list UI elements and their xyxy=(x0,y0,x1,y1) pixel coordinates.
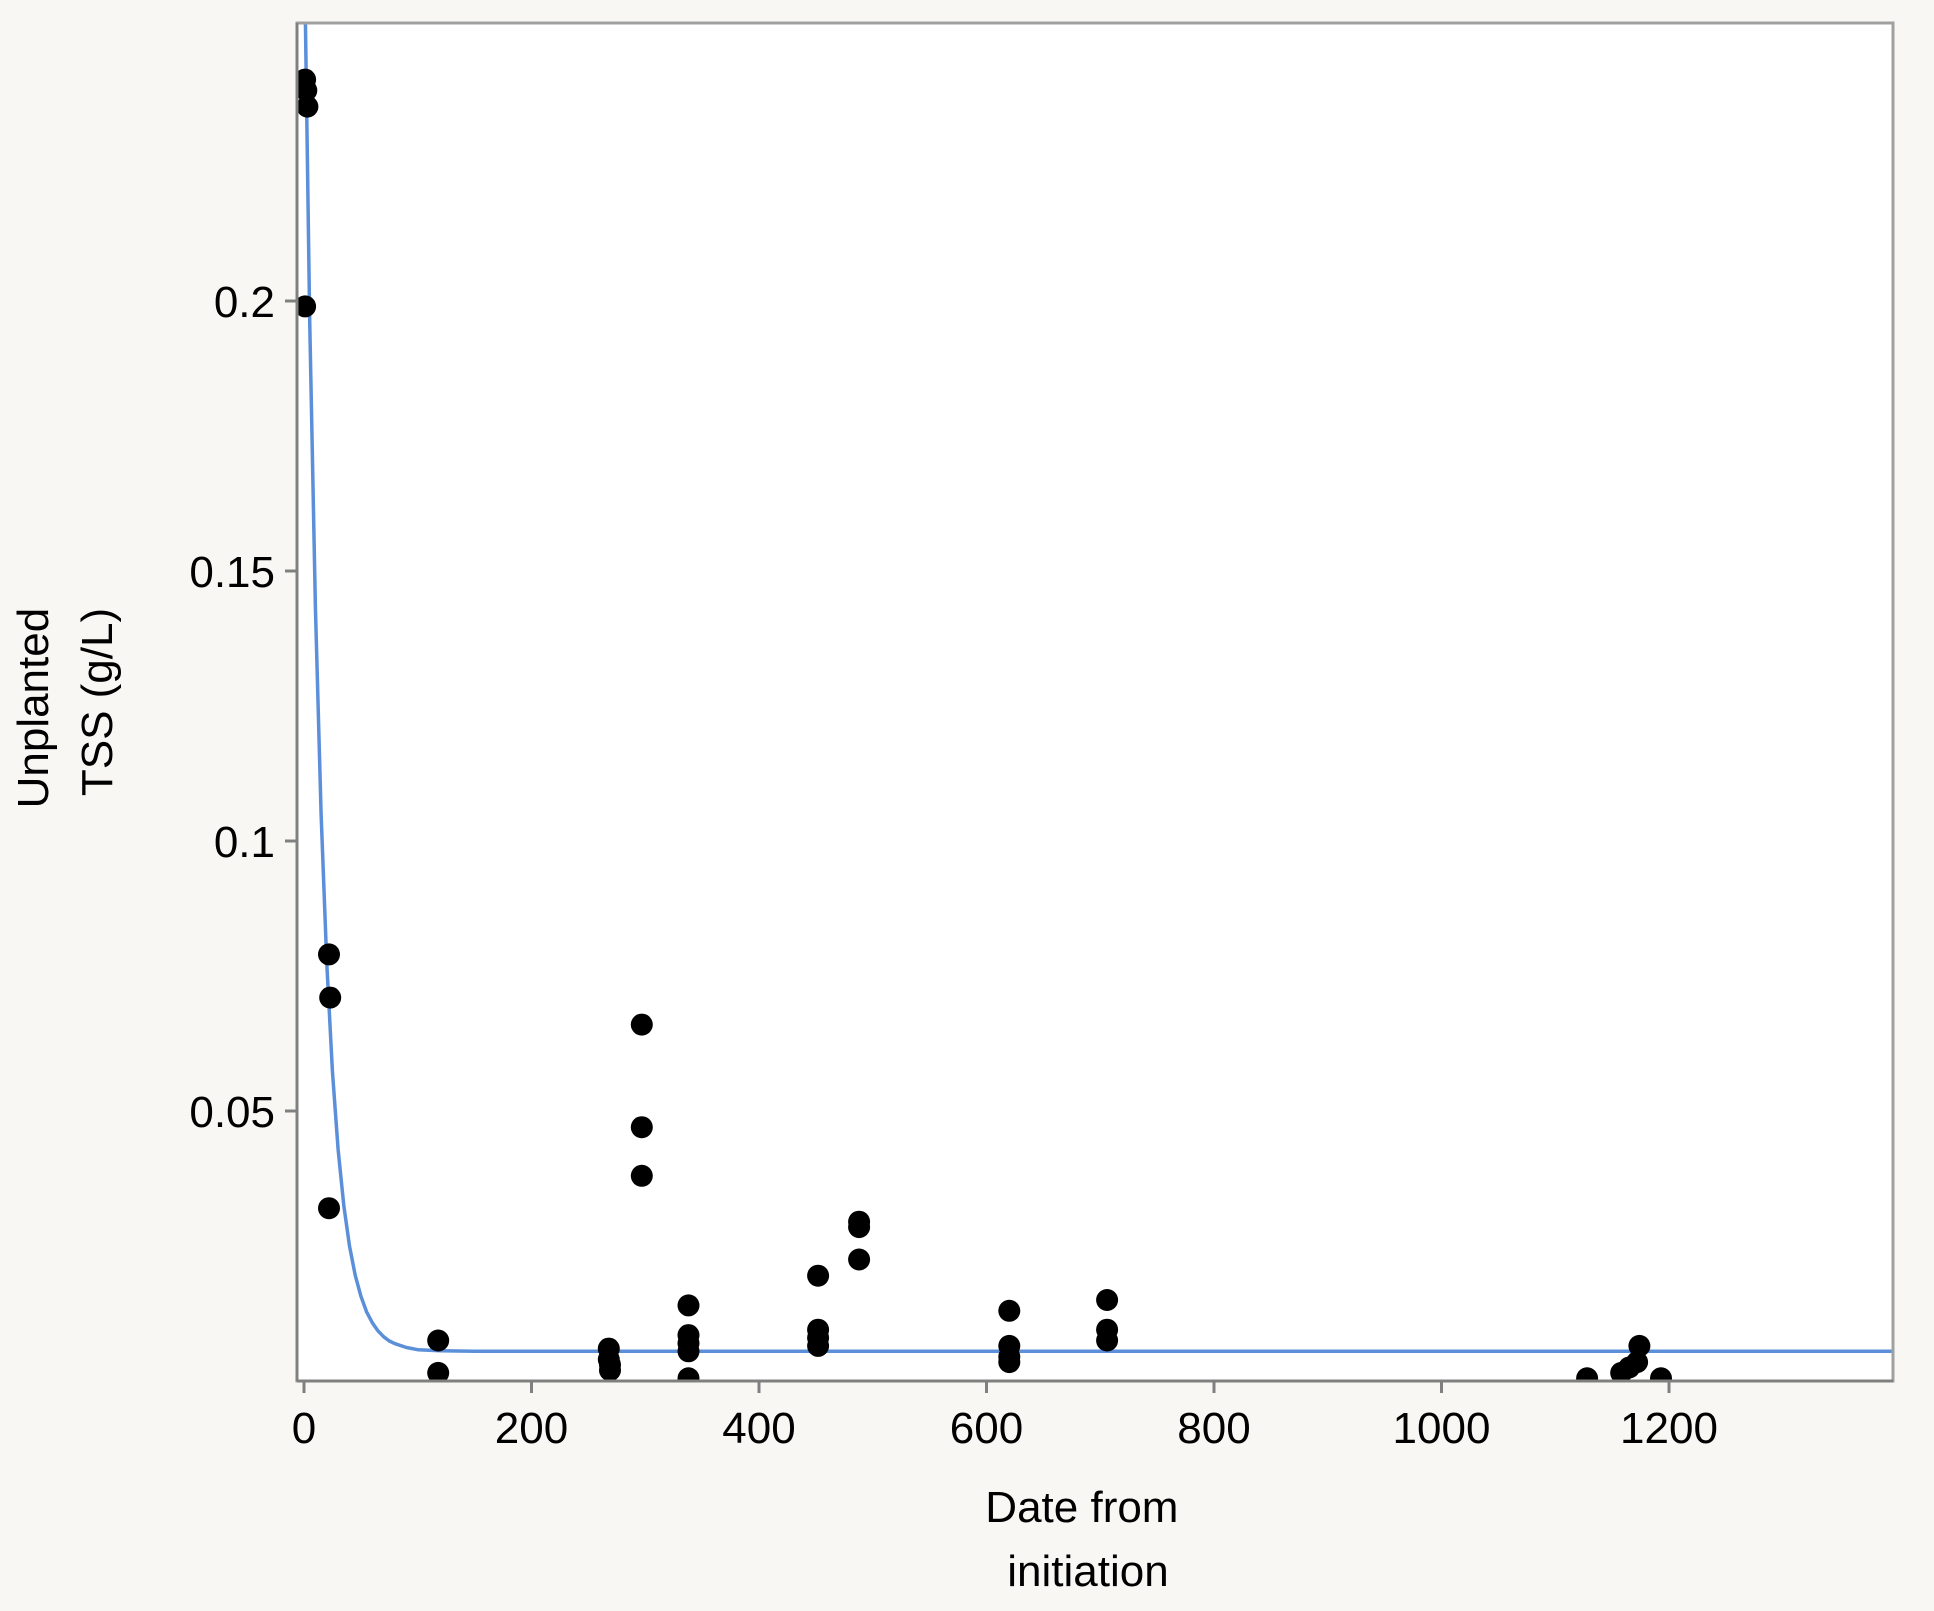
x-tick-label: 200 xyxy=(495,1404,568,1453)
y-tick-label: 0.1 xyxy=(214,818,275,867)
data-point xyxy=(677,1367,700,1381)
x-axis-title: Date from initiation xyxy=(985,1483,1190,1596)
data-point xyxy=(318,1197,340,1220)
y-axis: 0.05 0.1 0.15 0.2 xyxy=(189,23,299,1381)
data-point xyxy=(297,95,319,118)
data-point xyxy=(630,1116,653,1139)
data-point xyxy=(297,79,318,102)
data-point xyxy=(807,1264,830,1287)
data-point xyxy=(630,1164,653,1187)
y-tick-label: 0.2 xyxy=(214,278,275,327)
data-point xyxy=(807,1334,830,1357)
y-axis-title-line-1: Unplanted xyxy=(9,608,58,809)
x-tick-label: 600 xyxy=(950,1404,1023,1453)
y-tick-label: 0.15 xyxy=(189,548,275,597)
y-axis-title: Unplanted TSS (g/L) xyxy=(9,596,122,809)
fit-curve xyxy=(303,23,1893,1354)
data-point xyxy=(998,1299,1021,1322)
data-point xyxy=(297,295,317,318)
x-tick-label: 400 xyxy=(722,1404,795,1453)
data-point xyxy=(848,1248,871,1271)
x-axis: 0 200 400 600 800 1000 1200 xyxy=(292,1379,1893,1453)
data-point xyxy=(319,986,342,1009)
x-tick-label: 0 xyxy=(292,1404,316,1453)
data-point xyxy=(1096,1329,1119,1352)
data-point xyxy=(1650,1367,1672,1381)
data-point xyxy=(427,1329,450,1352)
x-tick-label: 1200 xyxy=(1620,1404,1718,1453)
x-axis-title-line-1: Date from xyxy=(985,1483,1178,1532)
data-point xyxy=(848,1216,871,1239)
x-axis-title-line-2: initiation xyxy=(1007,1547,1168,1596)
x-tick-label: 800 xyxy=(1177,1404,1250,1453)
y-tick-label: 0.05 xyxy=(189,1088,275,1137)
data-point xyxy=(630,1013,653,1036)
data-point xyxy=(998,1351,1021,1374)
data-point xyxy=(677,1340,700,1363)
data-point xyxy=(1628,1334,1651,1357)
data-point xyxy=(318,943,340,966)
data-point xyxy=(1626,1351,1649,1374)
data-point xyxy=(1096,1289,1119,1311)
x-tick-label: 1000 xyxy=(1393,1404,1491,1453)
data-point xyxy=(599,1359,621,1381)
data-point xyxy=(677,1294,700,1317)
data-point xyxy=(1576,1367,1599,1381)
y-axis-title-line-2: TSS (g/L) xyxy=(73,608,122,796)
plot-area xyxy=(297,23,1893,1381)
data-point xyxy=(427,1361,450,1381)
